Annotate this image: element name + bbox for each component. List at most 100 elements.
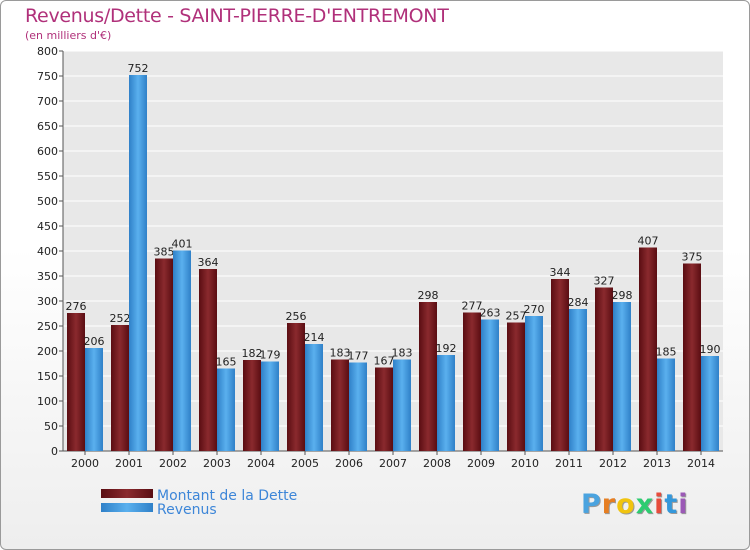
x-tick-label: 2000 — [71, 457, 99, 470]
bar-dette — [67, 313, 85, 451]
x-tick-label: 2004 — [247, 457, 275, 470]
legend-label-revenus: Revenus — [157, 502, 217, 518]
bar-dette — [551, 279, 569, 451]
value-label-revenus: 177 — [348, 350, 369, 363]
bar-dette — [595, 287, 613, 451]
x-tick-label: 2001 — [115, 457, 143, 470]
bar-revenus — [613, 302, 631, 451]
value-label-dette: 407 — [638, 235, 659, 248]
proxiti-logo: Proxiti — [581, 489, 689, 520]
bar-revenus — [657, 358, 675, 451]
value-label-revenus: 298 — [612, 289, 633, 302]
logo-letter: x — [635, 489, 655, 520]
value-label-dette: 327 — [594, 275, 615, 288]
bar-revenus — [525, 316, 543, 451]
bar-revenus — [261, 361, 279, 451]
chart-title: Revenus/Dette - SAINT-PIERRE-D'ENTREMONT — [25, 5, 449, 27]
legend-label-dette: Montant de la Dette — [157, 488, 297, 504]
value-label-dette: 183 — [330, 347, 351, 360]
value-label-dette: 182 — [242, 347, 263, 360]
logo-letter: o — [616, 489, 636, 520]
x-tick-label: 2010 — [511, 457, 539, 470]
y-tick-label: 250 — [37, 320, 58, 333]
y-tick-label: 350 — [37, 270, 58, 283]
value-label-revenus: 284 — [568, 296, 589, 309]
x-tick-label: 2007 — [379, 457, 407, 470]
value-label-revenus: 183 — [392, 347, 413, 360]
bar-dette — [639, 247, 657, 451]
value-label-revenus: 214 — [304, 331, 325, 344]
bar-revenus — [569, 309, 587, 451]
value-label-revenus: 179 — [260, 349, 281, 362]
value-label-revenus: 206 — [84, 335, 105, 348]
value-label-revenus: 752 — [128, 62, 149, 75]
x-tick-label: 2009 — [467, 457, 495, 470]
y-tick-label: 200 — [37, 345, 58, 358]
bar-revenus — [85, 348, 103, 451]
value-label-dette: 364 — [198, 256, 219, 269]
y-tick-label: 800 — [37, 45, 58, 58]
x-tick-label: 2011 — [555, 457, 583, 470]
value-label-dette: 257 — [506, 310, 527, 323]
value-label-revenus: 401 — [172, 238, 193, 251]
chart-subtitle: (en milliers d'€) — [25, 29, 112, 42]
value-label-dette: 385 — [154, 246, 175, 259]
value-label-revenus: 263 — [480, 307, 501, 320]
x-tick-label: 2014 — [687, 457, 715, 470]
logo-letter: r — [601, 489, 617, 520]
value-label-revenus: 192 — [436, 342, 457, 355]
bar-revenus — [393, 359, 411, 451]
x-tick-label: 2005 — [291, 457, 319, 470]
logo-letter: i — [678, 489, 689, 520]
x-tick-label: 2013 — [643, 457, 671, 470]
legend-swatch-dette — [101, 489, 153, 498]
value-label-dette: 252 — [110, 312, 131, 325]
bar-dette — [419, 302, 437, 451]
value-label-dette: 256 — [286, 310, 307, 323]
bar-revenus — [701, 356, 719, 451]
bar-revenus — [305, 344, 323, 451]
logo-letter: P — [581, 489, 602, 520]
logo-letter: i — [654, 489, 665, 520]
logo-letter: t — [664, 489, 679, 520]
bar-dette — [463, 312, 481, 451]
bar-revenus — [173, 250, 191, 451]
value-label-revenus: 165 — [216, 356, 237, 369]
bar-revenus — [437, 355, 455, 451]
y-tick-label: 100 — [37, 395, 58, 408]
value-label-dette: 375 — [682, 251, 703, 264]
value-label-dette: 276 — [66, 300, 87, 313]
plot-area: 0 50 100 150 200 250 300 350 400 450 500 550 600 650 7… — [37, 45, 723, 470]
x-tick-label: 2012 — [599, 457, 627, 470]
y-tick-label: 400 — [37, 245, 58, 258]
y-tick-label: 750 — [37, 70, 58, 83]
value-label-dette: 344 — [550, 266, 571, 279]
y-tick-label: 450 — [37, 220, 58, 233]
bar-dette — [683, 263, 701, 451]
value-label-dette: 298 — [418, 289, 439, 302]
x-tick-label: 2006 — [335, 457, 363, 470]
value-label-revenus: 270 — [524, 303, 545, 316]
value-label-revenus: 190 — [700, 343, 721, 356]
value-label-dette: 167 — [374, 355, 395, 368]
bar-dette — [111, 325, 129, 451]
bar-revenus — [349, 362, 367, 451]
bar-dette — [331, 359, 349, 451]
y-tick-label: 500 — [37, 195, 58, 208]
legend-swatch-revenus — [101, 503, 153, 512]
value-label-dette: 277 — [462, 300, 483, 313]
bar-dette — [243, 360, 261, 451]
bar-revenus — [217, 368, 235, 451]
y-tick-label: 50 — [44, 420, 58, 433]
value-label-revenus: 185 — [656, 346, 677, 359]
bar-dette — [375, 367, 393, 451]
bar-dette — [155, 258, 173, 451]
y-tick-label: 150 — [37, 370, 58, 383]
y-tick-label: 600 — [37, 145, 58, 158]
bar-revenus — [129, 75, 147, 451]
y-tick-label: 700 — [37, 95, 58, 108]
y-tick-label: 650 — [37, 120, 58, 133]
bar-revenus — [481, 319, 499, 451]
